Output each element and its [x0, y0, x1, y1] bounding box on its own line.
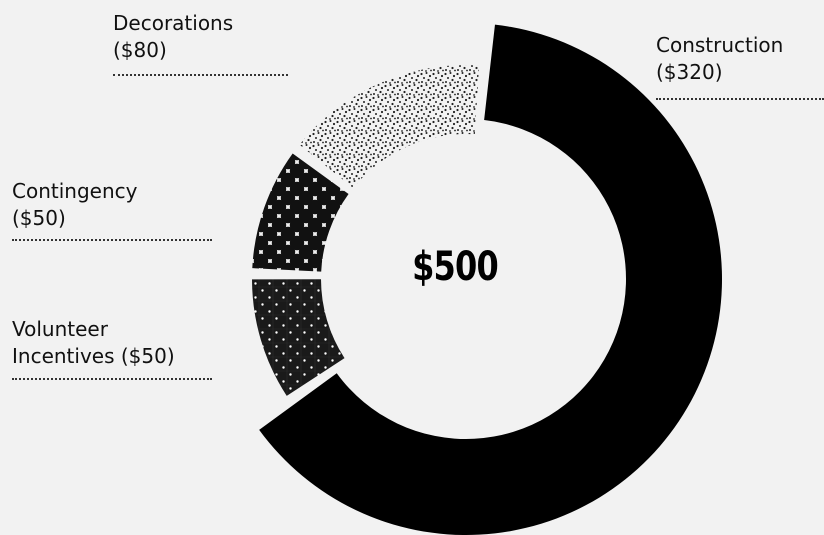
slice-label-contingency-line-1: Contingency [12, 179, 138, 203]
slice-decorations [299, 65, 480, 188]
slice-label-decorations: Decorations ($80) [113, 10, 233, 64]
slice-label-volunteer-line-1: Volunteer [12, 317, 108, 341]
slice-construction [259, 24, 722, 535]
slice-label-volunteer-line-2: Incentives ($50) [12, 344, 175, 368]
slice-label-construction-line-1: Construction [656, 33, 784, 57]
leader-line-contingency [12, 239, 212, 241]
leader-line-decorations [113, 74, 288, 76]
slice-label-volunteer-incentives: Volunteer Incentives ($50) [12, 316, 175, 370]
slice-label-decorations-line-1: Decorations [113, 11, 234, 35]
donut-slices [252, 24, 722, 535]
slice-label-contingency-line-2: ($50) [12, 206, 66, 230]
slice-label-construction: Construction ($320) [656, 32, 783, 86]
slice-label-decorations-line-2: ($80) [113, 38, 167, 62]
slice-volunteer-incentives [252, 279, 345, 396]
slice-label-construction-line-2: ($320) [656, 60, 723, 84]
slice-contingency [252, 153, 349, 272]
center-total-label: $500 [412, 244, 499, 290]
leader-line-volunteer-incentives [12, 378, 212, 380]
slice-label-contingency: Contingency ($50) [12, 178, 137, 232]
leader-line-construction [656, 98, 824, 100]
